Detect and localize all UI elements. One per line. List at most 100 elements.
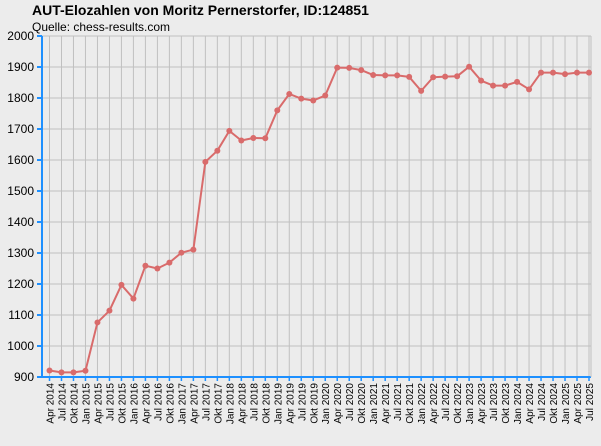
data-point bbox=[58, 369, 65, 376]
x-tick-label: Okt 2016 bbox=[165, 383, 176, 424]
y-tick-label: 900 bbox=[14, 370, 34, 384]
y-tick-label: 1300 bbox=[7, 246, 34, 260]
data-point bbox=[202, 158, 209, 165]
x-tick-label: Jul 2020 bbox=[345, 383, 356, 421]
data-point bbox=[538, 69, 545, 76]
data-point bbox=[502, 82, 509, 89]
data-point bbox=[190, 246, 197, 253]
x-tick-label: Okt 2022 bbox=[453, 383, 464, 424]
x-tick-label: Okt 2019 bbox=[309, 383, 320, 424]
x-tick-label: Apr 2022 bbox=[429, 383, 440, 424]
x-tick-label: Jul 2024 bbox=[537, 383, 548, 421]
x-tick-label: Okt 2021 bbox=[405, 383, 416, 424]
x-tick-label: Jul 2017 bbox=[201, 383, 212, 421]
x-tick-label: Jul 2014 bbox=[57, 383, 68, 421]
data-point bbox=[226, 127, 233, 134]
data-point bbox=[178, 249, 185, 256]
x-tick-label: Jan 2023 bbox=[465, 383, 476, 425]
data-point bbox=[106, 307, 113, 314]
x-tick-label: Jan 2020 bbox=[321, 383, 332, 425]
x-tick-label: Jul 2025 bbox=[585, 383, 596, 421]
data-point bbox=[586, 69, 592, 76]
x-tick-label: Jul 2022 bbox=[441, 383, 452, 421]
chart-title: AUT-Elozahlen von Moritz Pernerstorfer, … bbox=[32, 2, 369, 18]
data-point bbox=[370, 72, 377, 79]
y-tick-label: 1000 bbox=[7, 339, 34, 353]
data-point bbox=[154, 265, 161, 272]
x-tick-label: Jul 2016 bbox=[153, 383, 164, 421]
x-tick-label: Okt 2020 bbox=[357, 383, 368, 424]
y-tick-label: 1500 bbox=[7, 184, 34, 198]
data-point bbox=[466, 63, 473, 70]
y-tick-label: 1700 bbox=[7, 122, 34, 136]
data-point bbox=[382, 72, 389, 79]
data-point bbox=[526, 86, 533, 93]
x-tick-label: Okt 2018 bbox=[261, 383, 272, 424]
x-tick-label: Okt 2017 bbox=[213, 383, 224, 424]
data-point bbox=[418, 87, 425, 94]
y-tick-label: 1400 bbox=[7, 215, 34, 229]
x-tick-label: Jul 2019 bbox=[297, 383, 308, 421]
data-point bbox=[262, 135, 269, 142]
data-point bbox=[514, 78, 521, 85]
data-point bbox=[358, 67, 365, 74]
data-point bbox=[214, 147, 221, 154]
data-point bbox=[142, 262, 149, 269]
x-tick-label: Apr 2021 bbox=[381, 383, 392, 424]
data-point bbox=[82, 367, 89, 374]
data-point bbox=[406, 73, 413, 80]
data-point bbox=[430, 74, 437, 81]
data-point bbox=[550, 69, 557, 76]
y-tick-label: 1100 bbox=[8, 308, 34, 322]
x-tick-label: Apr 2018 bbox=[237, 383, 248, 424]
x-tick-label: Okt 2015 bbox=[117, 383, 128, 424]
data-point bbox=[454, 73, 461, 80]
x-tick-label: Jan 2018 bbox=[225, 383, 236, 425]
x-tick-label: Jul 2018 bbox=[249, 383, 260, 421]
x-tick-label: Apr 2019 bbox=[285, 383, 296, 424]
y-tick-label: 1800 bbox=[7, 91, 34, 105]
x-tick-label: Apr 2015 bbox=[93, 383, 104, 424]
chart-subtitle: Quelle: chess-results.com bbox=[32, 20, 171, 34]
data-point bbox=[274, 107, 281, 114]
data-point bbox=[394, 72, 401, 79]
x-tick-label: Okt 2014 bbox=[69, 383, 80, 424]
data-point bbox=[478, 77, 485, 84]
series-line bbox=[49, 65, 589, 374]
x-tick-label: Apr 2024 bbox=[525, 383, 536, 424]
data-point bbox=[46, 367, 53, 374]
data-point bbox=[94, 319, 101, 326]
x-tick-label: Jan 2017 bbox=[177, 383, 188, 425]
data-point bbox=[322, 92, 329, 99]
data-point bbox=[574, 69, 581, 76]
x-tick-label: Jan 2016 bbox=[129, 383, 140, 425]
x-tick-label: Jan 2019 bbox=[273, 383, 284, 425]
x-tick-label: Jan 2022 bbox=[417, 383, 428, 425]
data-point bbox=[130, 295, 137, 302]
data-point bbox=[238, 137, 245, 144]
x-tick-label: Okt 2024 bbox=[549, 383, 560, 424]
x-tick-label: Jan 2024 bbox=[513, 383, 524, 425]
x-tick-label: Jan 2021 bbox=[369, 383, 380, 425]
data-point bbox=[166, 259, 173, 266]
data-point bbox=[562, 71, 569, 78]
data-point bbox=[310, 97, 317, 104]
y-tick-label: 1600 bbox=[7, 153, 34, 167]
data-point bbox=[442, 73, 449, 80]
y-tick-label: 1900 bbox=[7, 60, 34, 74]
x-tick-label: Apr 2016 bbox=[141, 383, 152, 424]
data-point bbox=[490, 82, 497, 89]
y-tick-label: 2000 bbox=[7, 29, 34, 43]
x-tick-label: Jul 2021 bbox=[393, 383, 404, 421]
x-tick-label: Apr 2014 bbox=[46, 383, 57, 424]
x-tick-label: Jan 2015 bbox=[81, 383, 92, 425]
data-point bbox=[346, 64, 353, 71]
data-point bbox=[286, 90, 293, 97]
x-tick-label: Jan 2025 bbox=[561, 383, 572, 425]
x-tick-label: Jul 2023 bbox=[489, 383, 500, 421]
x-tick-label: Apr 2023 bbox=[477, 383, 488, 424]
x-tick-label: Apr 2017 bbox=[189, 383, 200, 424]
x-tick-label: Okt 2023 bbox=[501, 383, 512, 424]
